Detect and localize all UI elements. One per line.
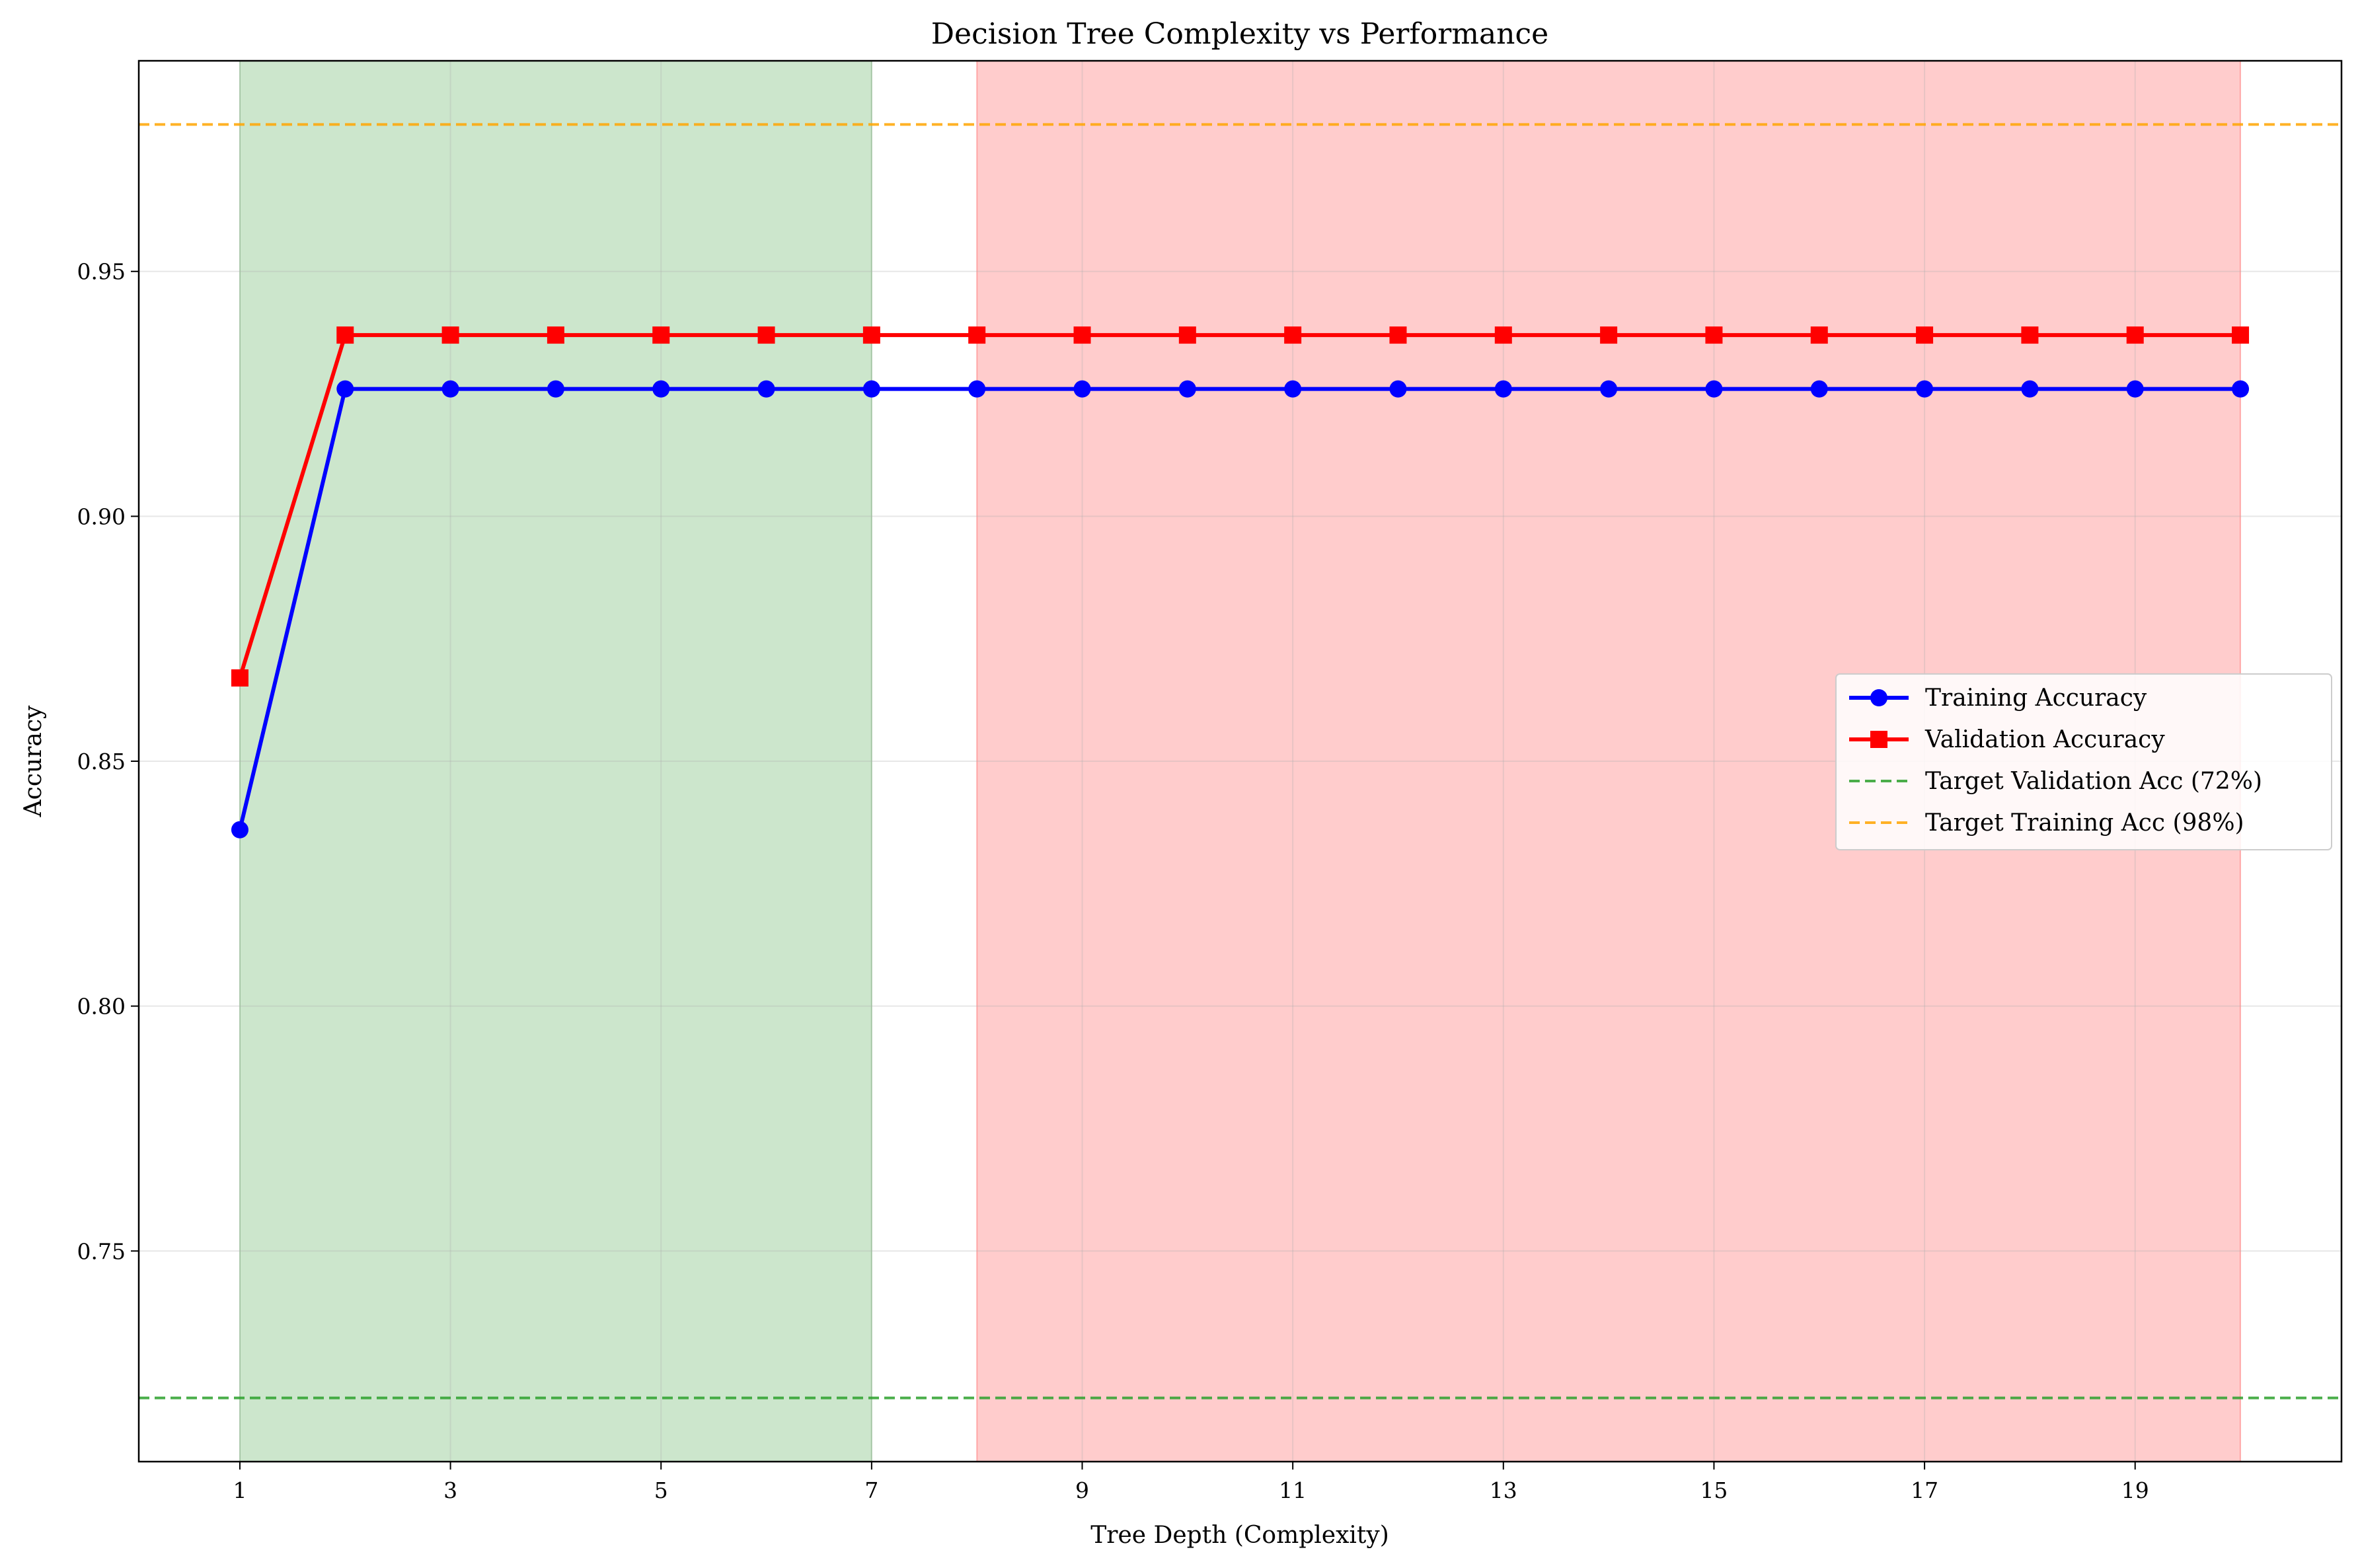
y-axis-ticks: 0.75 0.80 0.85 0.90 0.95: [77, 259, 139, 1264]
series-2-point: [2126, 326, 2144, 344]
y-tick-label: 0.85: [77, 749, 126, 774]
series-1-point: [1178, 380, 1196, 398]
legend-label-2: Validation Accuracy: [1924, 726, 2165, 753]
series-1-point: [757, 380, 775, 398]
shaded-regions: [239, 61, 2242, 1462]
series-2-point: [441, 326, 459, 344]
series-1-point: [547, 380, 564, 398]
shaded-region-1: [239, 61, 872, 1462]
series-1-point: [968, 380, 986, 398]
series-line-1: [238, 387, 2241, 831]
series-2-point: [757, 326, 775, 344]
reference-lines: [139, 123, 2341, 1400]
series-2-point: [1705, 326, 1723, 344]
x-axis-label: Tree Depth (Complexity): [1090, 1522, 1389, 1549]
series-2-point: [1178, 326, 1196, 344]
legend-label-4: Target Training Acc (98%): [1925, 809, 2244, 837]
series-1-point: [1600, 380, 1618, 398]
chart-title: Decision Tree Complexity vs Performance: [931, 17, 1548, 51]
x-tick-label: 15: [1700, 1477, 1728, 1503]
series-2-point: [336, 326, 354, 344]
series-1-point: [336, 380, 354, 398]
series-1-point: [1073, 380, 1091, 398]
series-2-point: [2021, 326, 2039, 344]
x-tick-label: 13: [1490, 1477, 1517, 1503]
series-2-point: [1916, 326, 1934, 344]
y-tick-label: 0.80: [77, 994, 126, 1020]
series-2-point: [1494, 326, 1512, 344]
series-1-point: [441, 380, 459, 398]
y-axis-label: Accuracy: [20, 705, 47, 817]
series-2-point: [1073, 326, 1091, 344]
x-tick-label: 1: [233, 1477, 247, 1503]
series-1-point: [1284, 380, 1302, 398]
legend-label-3: Target Validation Acc (72%): [1925, 768, 2262, 795]
series-2-point: [652, 326, 670, 344]
series-2-point: [547, 326, 564, 344]
x-tick-label: 19: [2121, 1477, 2149, 1503]
legend-box: [1835, 673, 2332, 850]
legend-label-1: Training Accuracy: [1925, 685, 2147, 712]
x-tick-label: 17: [1911, 1477, 1938, 1503]
legend-marker-2: [1870, 731, 1887, 748]
series-2-point: [968, 326, 986, 344]
series-2-point: [1389, 326, 1407, 344]
legend: Training Accuracy Validation Accuracy Targ…: [1835, 673, 2332, 850]
x-axis-ticks: 1 3 5 7 9 11 13 15 17 19: [233, 1462, 2149, 1503]
series-1-point: [2232, 380, 2250, 398]
series-1-point: [1389, 380, 1407, 398]
series-1-point: [1916, 380, 1934, 398]
series-1-point: [2126, 380, 2144, 398]
x-tick-label: 9: [1075, 1477, 1089, 1503]
grid: [139, 61, 2341, 1462]
series-2-point: [2232, 326, 2250, 344]
series-2-point: [1600, 326, 1618, 344]
y-tick-label: 0.75: [77, 1238, 126, 1264]
series-line-2: [238, 333, 2241, 679]
x-tick-label: 11: [1279, 1477, 1307, 1503]
series-1-point: [1494, 380, 1512, 398]
series-1-point: [862, 380, 880, 398]
y-tick-label: 0.90: [77, 504, 126, 529]
series-1-point: [1705, 380, 1723, 398]
series-1-point: [2021, 380, 2039, 398]
series-1-point: [652, 380, 670, 398]
series-2-point: [1284, 326, 1302, 344]
legend-marker-1: [1870, 689, 1887, 706]
y-tick-label: 0.95: [77, 259, 126, 285]
data-series: [231, 326, 2250, 839]
series-2-point: [862, 326, 880, 344]
x-tick-label: 7: [864, 1477, 878, 1503]
x-tick-label: 3: [443, 1477, 457, 1503]
series-1-point: [1810, 380, 1828, 398]
series-1-point: [231, 821, 248, 839]
series-2-point: [1810, 326, 1828, 344]
series-2-point: [231, 669, 248, 687]
x-tick-label: 5: [654, 1477, 668, 1503]
